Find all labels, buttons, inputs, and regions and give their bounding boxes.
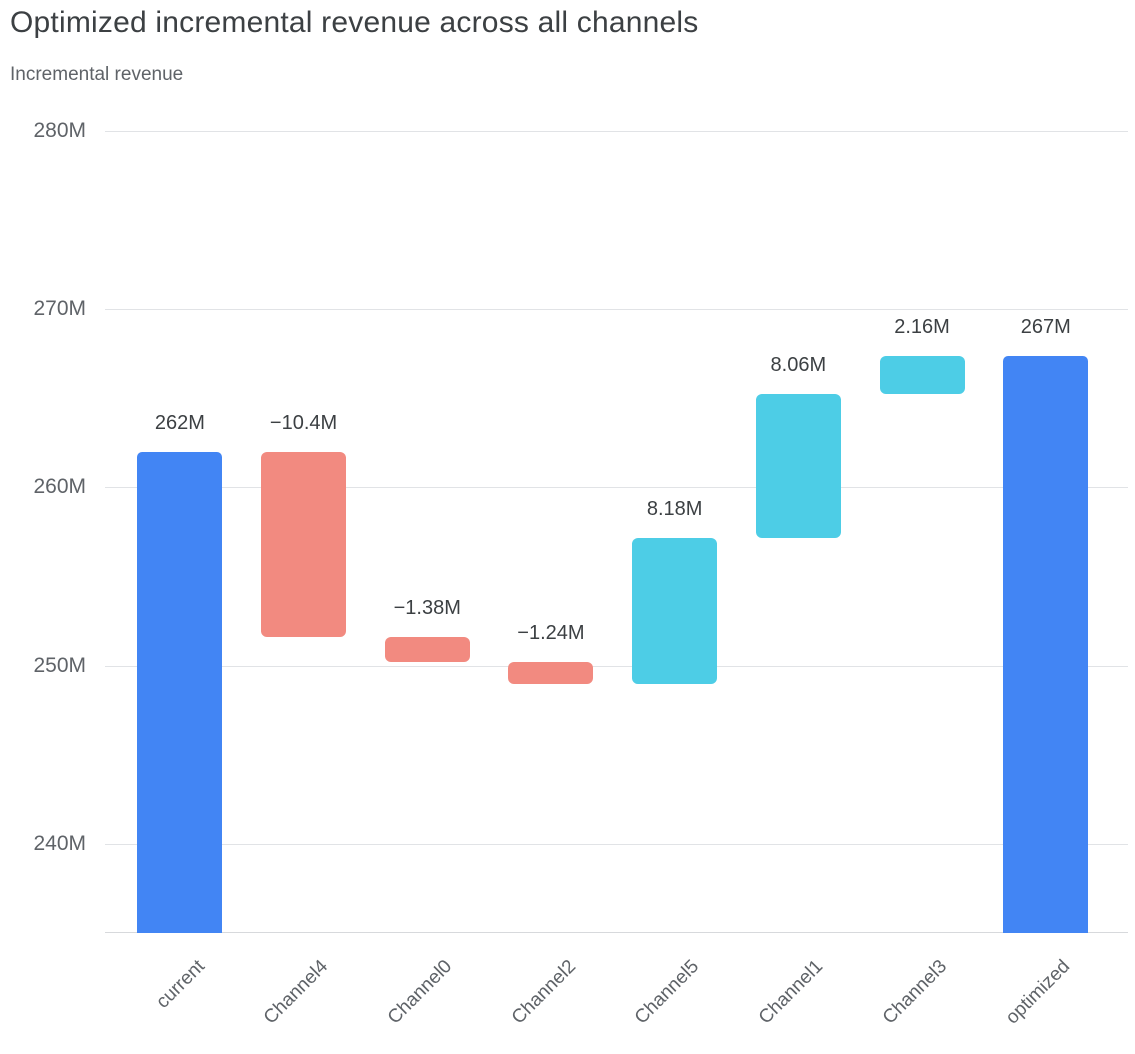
y-axis-tick-label: 260M	[33, 475, 86, 499]
x-axis-label-optimized: optimized	[1002, 956, 1075, 1029]
bar-value-label: 267M	[1020, 315, 1071, 338]
bar-Channel2[interactable]	[508, 661, 594, 684]
x-axis-label-Channel5: Channel5	[631, 956, 704, 1029]
gridline	[105, 487, 1128, 489]
y-axis-tick-label: 250M	[33, 653, 86, 677]
gridline	[105, 843, 1128, 845]
bar-Channel5[interactable]	[632, 537, 718, 684]
x-axis-line	[105, 932, 1128, 933]
chart-subtitle: Incremental revenue	[10, 64, 184, 85]
chart-title: Optimized incremental revenue across all…	[10, 6, 699, 39]
bar-value-label: 8.18M	[646, 497, 703, 520]
bar-optimized[interactable]	[1003, 355, 1089, 933]
gridline	[105, 309, 1128, 311]
x-axis-label-Channel2: Channel2	[507, 956, 580, 1029]
bar-current[interactable]	[137, 451, 223, 933]
gridline	[105, 665, 1128, 667]
x-axis-label-current: current	[152, 956, 209, 1013]
y-axis-tick-label: 240M	[33, 831, 86, 855]
gridline	[105, 130, 1128, 132]
y-axis-tick-label: 270M	[33, 297, 86, 321]
x-axis-label-Channel1: Channel1	[754, 956, 828, 1029]
x-axis-label-Channel4: Channel4	[260, 956, 333, 1029]
x-axis-label-Channel0: Channel0	[383, 956, 457, 1029]
bar-value-label: −10.4M	[269, 411, 338, 434]
bar-value-label: 2.16M	[894, 315, 950, 338]
bar-Channel0[interactable]	[384, 637, 470, 662]
bar-value-label: 262M	[154, 411, 205, 434]
bar-value-label: 8.06M	[770, 354, 827, 377]
bar-Channel4[interactable]	[261, 451, 347, 638]
bar-Channel1[interactable]	[755, 394, 841, 538]
x-axis-label-Channel3: Channel3	[878, 956, 951, 1029]
bar-value-label: −1.24M	[517, 621, 585, 644]
bar-Channel3[interactable]	[879, 355, 965, 395]
y-axis-tick-label: 280M	[33, 118, 86, 142]
bar-value-label: −1.38M	[393, 597, 461, 620]
